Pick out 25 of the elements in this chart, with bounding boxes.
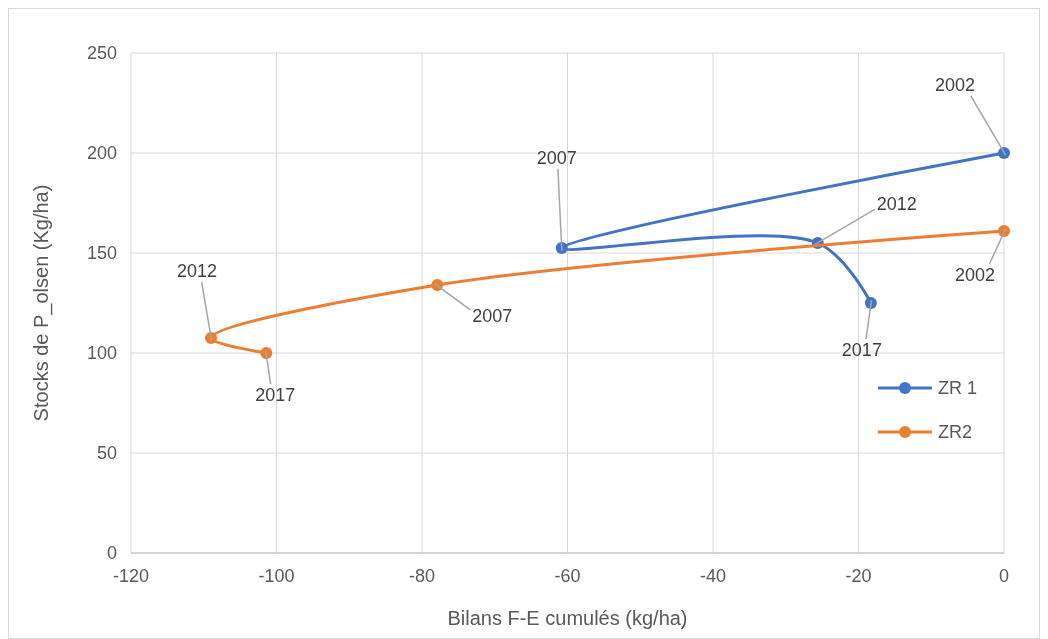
- y-tick-label: 50: [96, 443, 117, 463]
- annotation: 2017: [255, 385, 296, 405]
- x-tick-label: -40: [699, 566, 727, 586]
- annotation: 2017: [841, 340, 882, 360]
- legend-label: ZR 1: [938, 378, 978, 398]
- annotation: 2002: [954, 265, 996, 285]
- y-tick-label: 250: [86, 43, 117, 63]
- x-tick-label: -60: [554, 566, 581, 586]
- annotation: 2007: [472, 306, 513, 326]
- annotation: 2012: [876, 194, 917, 214]
- annotation: 2002: [934, 75, 976, 95]
- legend-label: ZR2: [938, 422, 973, 442]
- annotation: 2012: [177, 261, 218, 281]
- x-tick-label: -100: [258, 566, 295, 586]
- y-tick-label: 200: [86, 143, 117, 163]
- x-tick-label: -120: [112, 566, 150, 586]
- y-axis-title: Stocks de P_olsen (Kg/ha): [30, 184, 53, 422]
- x-axis-title: Bilans F-E cumulés (kg/ha): [447, 607, 688, 629]
- y-tick-label: 0: [106, 543, 117, 563]
- y-tick-label: 100: [86, 343, 117, 363]
- y-tick-label: 150: [86, 243, 117, 263]
- x-tick-label: -20: [845, 566, 872, 586]
- annotation: 2007: [536, 148, 577, 168]
- x-tick-label: -80: [408, 566, 436, 586]
- x-tick-label: 0: [998, 566, 1010, 586]
